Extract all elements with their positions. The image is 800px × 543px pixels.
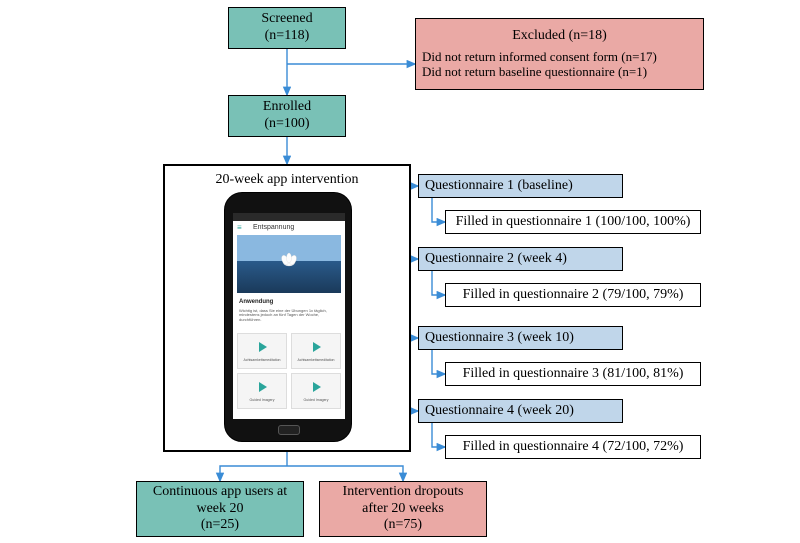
intervention-title: 20-week app intervention xyxy=(165,172,409,188)
phone-hero-image xyxy=(237,235,341,293)
q3-label: Questionnaire 3 (week 10) xyxy=(425,330,574,347)
phone-header-text: Entspannung xyxy=(253,224,294,231)
enrolled-line2: (n=100) xyxy=(264,116,309,133)
phone-tile-label: Guided Imagery xyxy=(238,398,286,402)
continuous-line1: Continuous app users at xyxy=(153,484,287,501)
play-icon xyxy=(313,382,321,392)
q2-result: Filled in questionnaire 2 (79/100, 79%) xyxy=(463,287,684,304)
screened-line1: Screened xyxy=(261,11,312,28)
dropouts-line2: after 20 weeks xyxy=(362,501,444,518)
flower-icon xyxy=(276,249,302,269)
q1-result: Filled in questionnaire 1 (100/100, 100%… xyxy=(456,214,691,231)
q3-result: Filled in questionnaire 3 (81/100, 81%) xyxy=(463,366,684,383)
phone-tile-label: Guided Imagery xyxy=(292,398,340,402)
phone-section-text: Wichtig ist, dass Sie eine der Übungen 1… xyxy=(239,309,339,322)
dropouts-box: Intervention dropouts after 20 weeks (n=… xyxy=(319,481,487,537)
screened-line2: (n=118) xyxy=(265,28,310,45)
phone-tile: Achtsamkeitsmeditation xyxy=(237,333,287,369)
hamburger-icon: ≡ xyxy=(237,223,242,232)
play-icon xyxy=(313,342,321,352)
phone-section-title: Anwendung xyxy=(239,299,273,305)
continuous-line3: (n=25) xyxy=(201,517,239,534)
play-icon xyxy=(259,382,267,392)
phone-tile-label: Achtsamkeitsmeditation xyxy=(238,358,286,362)
phone-home-button xyxy=(278,425,300,435)
phone-tile: Achtsamkeitsmeditation xyxy=(291,333,341,369)
enrolled-box: Enrolled (n=100) xyxy=(228,95,346,137)
screened-box: Screened (n=118) xyxy=(228,7,346,49)
dropouts-line3: (n=75) xyxy=(384,517,422,534)
q4-box: Questionnaire 4 (week 20) xyxy=(418,399,623,423)
play-icon xyxy=(259,342,267,352)
q1-box: Questionnaire 1 (baseline) xyxy=(418,174,623,198)
phone-mock: ≡ Entspannung Anwendung Wichtig ist, das… xyxy=(224,192,352,442)
excluded-box: Excluded (n=18) Did not return informed … xyxy=(415,18,704,90)
phone-header: Entspannung xyxy=(249,221,345,233)
q1-result-box: Filled in questionnaire 1 (100/100, 100%… xyxy=(445,210,701,234)
excluded-detail1: Did not return informed consent form (n=… xyxy=(422,49,697,65)
continuous-users-box: Continuous app users at week 20 (n=25) xyxy=(136,481,304,537)
enrolled-line1: Enrolled xyxy=(263,99,311,116)
q3-result-box: Filled in questionnaire 3 (81/100, 81%) xyxy=(445,362,701,386)
q3-box: Questionnaire 3 (week 10) xyxy=(418,326,623,350)
phone-tile: Guided Imagery xyxy=(291,373,341,409)
excluded-detail2: Did not return baseline questionnaire (n… xyxy=(422,64,697,80)
phone-tile-label: Achtsamkeitsmeditation xyxy=(292,358,340,362)
phone-tile: Guided Imagery xyxy=(237,373,287,409)
continuous-line2: week 20 xyxy=(196,501,243,518)
q4-label: Questionnaire 4 (week 20) xyxy=(425,403,574,420)
excluded-title: Excluded (n=18) xyxy=(512,28,607,45)
q2-box: Questionnaire 2 (week 4) xyxy=(418,247,623,271)
q4-result: Filled in questionnaire 4 (72/100, 72%) xyxy=(463,439,684,456)
q2-result-box: Filled in questionnaire 2 (79/100, 79%) xyxy=(445,283,701,307)
dropouts-line1: Intervention dropouts xyxy=(343,484,464,501)
q2-label: Questionnaire 2 (week 4) xyxy=(425,251,567,268)
q1-label: Questionnaire 1 (baseline) xyxy=(425,178,573,195)
q4-result-box: Filled in questionnaire 4 (72/100, 72%) xyxy=(445,435,701,459)
